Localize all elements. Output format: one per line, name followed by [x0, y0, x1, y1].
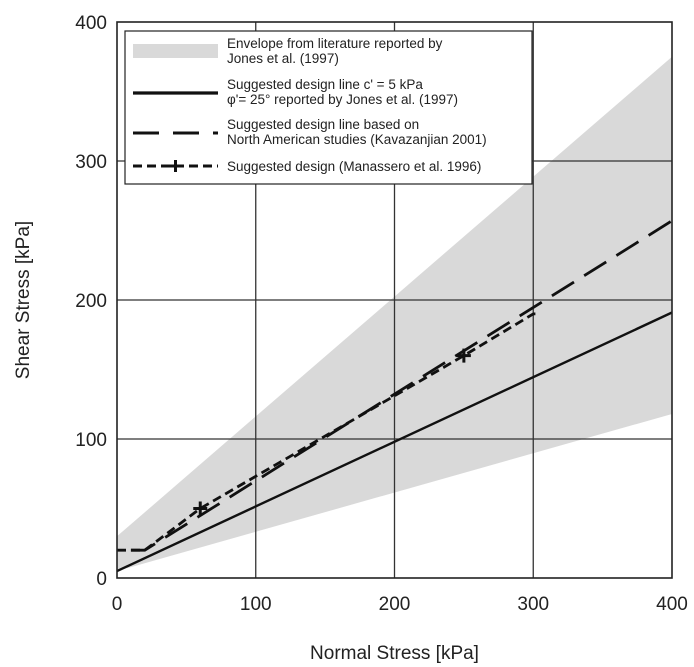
y-tick-label: 100 [75, 430, 107, 451]
legend-label: Jones et al. (1997) [227, 51, 339, 66]
legend-label: North American studies (Kavazanjian 2001… [227, 132, 487, 147]
x-axis-label: Normal Stress [kPa] [310, 643, 479, 664]
tick-layer: 0 100 200 300 400 0 100 200 300 400 [75, 13, 688, 615]
x-tick-label: 200 [379, 594, 411, 615]
y-tick-label: 200 [75, 291, 107, 312]
x-tick-label: 100 [240, 594, 272, 615]
y-tick-label: 300 [75, 152, 107, 173]
y-tick-label: 0 [96, 569, 107, 590]
legend-label: Suggested design line based on [227, 117, 419, 132]
legend-label: Suggested design line c' = 5 kPa [227, 77, 423, 92]
legend-label: φ'= 25° reported by Jones et al. (1997) [227, 92, 458, 107]
x-tick-label: 400 [656, 594, 688, 615]
y-axis-label: Shear Stress [kPa] [13, 221, 34, 379]
plot-frame [116, 21, 673, 579]
legend-swatch-envelope [133, 44, 218, 58]
x-tick-label: 300 [517, 594, 549, 615]
legend-label: Suggested design (Manassero et al. 1996) [227, 159, 481, 174]
series-layer [116, 219, 673, 573]
series-line-1 [116, 311, 673, 573]
legend: Envelope from literature reported byJone… [124, 30, 533, 185]
series-line-3 [117, 312, 541, 552]
x-tick-label: 0 [112, 594, 123, 615]
legend-label: Envelope from literature reported by [227, 36, 443, 51]
y-tick-label: 400 [75, 13, 107, 34]
